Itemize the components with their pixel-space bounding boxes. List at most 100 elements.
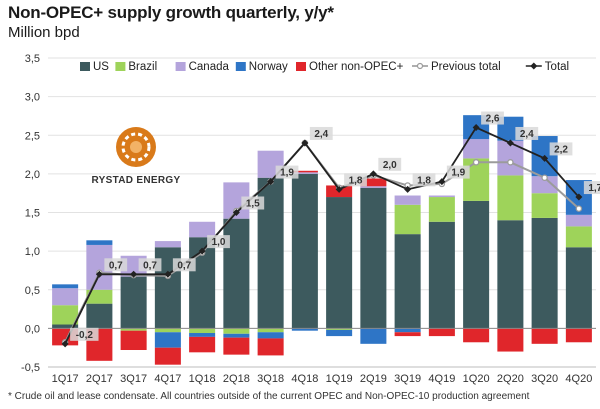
total-label-box — [515, 126, 539, 140]
bar-segment-us — [360, 187, 387, 329]
bar-segment-brazil — [565, 226, 592, 248]
bar-segment-other-non-opec — [291, 170, 318, 173]
legend-label: Total — [545, 61, 569, 73]
x-tick-label: 4Q17 — [154, 373, 181, 385]
total-point — [232, 209, 240, 216]
total-point — [61, 340, 69, 348]
total-point — [472, 124, 480, 132]
bar-segment-brazil — [223, 328, 250, 334]
chart-title: Non-OPEC+ supply growth quarterly, y/y* — [8, 3, 334, 22]
bar-segment-norway — [257, 332, 284, 339]
total-label-box — [344, 173, 367, 187]
bar-segment-brazil — [120, 328, 147, 331]
total-point — [404, 185, 412, 193]
bar-segment-other-non-opec — [531, 328, 558, 344]
x-tick-label: 2Q17 — [86, 373, 113, 385]
total-data-label: 1,7 — [588, 183, 600, 194]
x-tick-label: 1Q20 — [463, 373, 490, 385]
y-tick-label: 0,0 — [25, 323, 40, 335]
total-label-box — [207, 235, 230, 249]
bar-segment-brazil — [326, 328, 353, 330]
total-label-box — [138, 258, 162, 272]
bar-segment-norway — [189, 333, 216, 337]
total-point — [164, 270, 172, 278]
bar-segment-brazil — [394, 204, 421, 235]
x-tick-label: 2Q20 — [497, 373, 524, 385]
total-point — [301, 139, 309, 147]
total-label-box — [481, 111, 504, 125]
legend-swatch — [296, 62, 306, 71]
bar-segment-us — [428, 221, 455, 329]
legend-label: Canada — [189, 61, 230, 73]
total-data-label: 0,7 — [109, 260, 123, 271]
x-tick-label: 4Q20 — [565, 373, 592, 385]
bar-segment-other-non-opec — [257, 338, 284, 356]
bar-segment-other-non-opec — [223, 337, 250, 355]
bar-segment-brazil — [428, 197, 455, 222]
legend-swatch — [175, 62, 186, 71]
bar-segment-other-non-opec — [463, 328, 490, 343]
y-tick-label: 3,5 — [25, 53, 40, 65]
x-tick-label: 4Q18 — [291, 373, 318, 385]
total-data-label: 1,0 — [212, 237, 226, 248]
bar-segment-norway — [291, 328, 318, 331]
x-tick-label: 3Q20 — [531, 373, 558, 385]
total-data-label: 1,8 — [417, 175, 431, 186]
y-tick-label: 3,0 — [25, 92, 40, 104]
legend-label: Brazil — [128, 61, 157, 73]
bar-segment-other-non-opec — [360, 178, 387, 187]
bar-segment-canada — [52, 288, 79, 306]
previous-total-point — [575, 205, 583, 212]
x-tick-label: 2Q19 — [360, 373, 387, 385]
x-tick-label: 3Q18 — [257, 373, 284, 385]
bar-segment-norway — [52, 284, 79, 289]
bar-segment-norway — [223, 333, 250, 338]
x-tick-label: 3Q17 — [120, 373, 147, 385]
y-tick-label: 1,0 — [25, 246, 40, 258]
logo-emblem-ring — [121, 132, 151, 162]
footnote: * Crude oil and lease condensate. All co… — [8, 391, 530, 402]
bar-segment-us — [86, 303, 113, 329]
bar-segment-other-non-opec — [565, 328, 592, 343]
total-data-label: 0,7 — [177, 260, 191, 271]
total-point — [369, 170, 377, 178]
bar-segment-brazil — [531, 193, 558, 218]
total-line — [64, 126, 580, 345]
logo-emblem-core — [130, 141, 142, 153]
total-label-box — [172, 258, 196, 272]
bar-segment-canada — [189, 221, 216, 238]
bar-segment-brazil — [154, 328, 181, 333]
bar-segment-norway — [154, 332, 181, 348]
x-tick-label: 1Q18 — [189, 373, 216, 385]
total-point — [541, 154, 549, 162]
legend: US Brazil Canada Norway Other non-OPEC+ Previ… — [80, 61, 569, 73]
x-tick-label: 1Q19 — [326, 373, 353, 385]
bar-segment-us — [291, 173, 318, 329]
legend-label: US — [93, 61, 109, 73]
bars — [52, 115, 592, 365]
legend-label: Other non-OPEC+ — [309, 61, 404, 73]
chart-subtitle: Million bpd — [8, 24, 80, 41]
rystad-logo: RYSTAD ENERGY — [92, 127, 181, 186]
total-data-label: 1,9 — [280, 168, 294, 179]
x-tick-label: 1Q17 — [52, 373, 79, 385]
y-tick-label: -0,5 — [21, 362, 40, 374]
y-tick-label: 2,5 — [25, 130, 40, 142]
total-point — [438, 178, 446, 186]
total-label-box — [378, 157, 402, 171]
total-point — [198, 247, 206, 255]
bar-segment-us — [463, 200, 490, 329]
logo-text: RYSTAD ENERGY — [92, 175, 181, 186]
bar-segment-norway — [360, 328, 387, 344]
total-label-box — [412, 173, 436, 187]
total-label-box — [309, 126, 333, 140]
bar-segment-norway — [86, 240, 113, 245]
bar-segment-brazil — [52, 305, 79, 325]
total-point — [130, 270, 138, 278]
bar-segment-other-non-opec — [497, 328, 524, 352]
total-data-label: 2,0 — [383, 160, 397, 171]
x-tick-label: 3Q19 — [394, 373, 421, 385]
total-data-label: 2,6 — [486, 114, 500, 125]
legend-swatch — [235, 62, 246, 71]
legend-swatch — [115, 62, 126, 71]
